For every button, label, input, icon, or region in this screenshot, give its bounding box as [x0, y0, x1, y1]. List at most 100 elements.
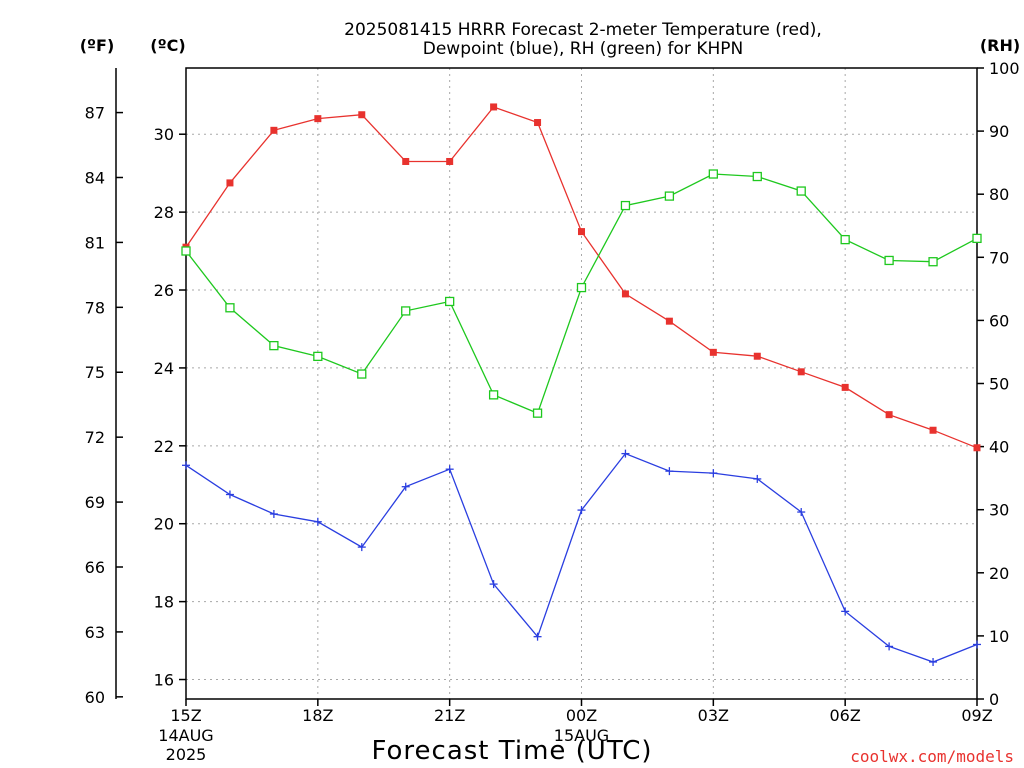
- dewpoint-point: [225, 490, 234, 499]
- dewpoint-point: [929, 657, 938, 666]
- dewpoint-point: [665, 467, 674, 476]
- celsius-tick-label: 24: [154, 359, 174, 378]
- x-tick-year-label: 2025: [166, 745, 207, 764]
- temperature-point: [446, 157, 454, 165]
- rh-tick-label: 60: [989, 311, 1009, 330]
- temperature-point: [841, 383, 849, 391]
- dewpoint-line: [185, 452, 978, 663]
- rh-tick-label: 20: [989, 564, 1009, 583]
- rh-tick-label: 10: [989, 627, 1009, 646]
- celsius-tick-label: 18: [154, 593, 174, 612]
- temperature-point: [621, 290, 629, 298]
- rh-unit-label: (RH): [980, 36, 1020, 55]
- rh-point: [313, 351, 323, 362]
- dewpoint-point: [533, 632, 542, 641]
- dewpoint-point: [445, 465, 454, 474]
- fahrenheit-tick-label: 69: [85, 493, 105, 512]
- rh-point: [840, 234, 850, 245]
- dewpoint-point: [885, 642, 894, 651]
- x-tick-label: 18Z: [302, 706, 333, 725]
- dewpoint-point: [182, 461, 190, 470]
- fahrenheit-unit-label: (ºF): [80, 36, 115, 55]
- dewpoint-series: [182, 449, 981, 666]
- rh-point: [357, 369, 367, 379]
- dewpoint-point: [753, 474, 762, 483]
- fahrenheit-tick-label: 66: [85, 558, 105, 577]
- dewpoint-point: [489, 580, 498, 589]
- x-tick-label: 00Z: [566, 706, 597, 725]
- dewpoint-point: [841, 607, 850, 616]
- rh-series: [181, 169, 982, 418]
- fahrenheit-tick-label: 63: [85, 623, 105, 642]
- rh-point: [708, 169, 718, 179]
- rh-point: [225, 303, 235, 313]
- fahrenheit-tick-label: 75: [85, 363, 105, 382]
- rh-point: [796, 186, 806, 196]
- rh-point: [620, 200, 631, 211]
- fahrenheit-tick-label: 72: [85, 428, 105, 447]
- dewpoint-point: [709, 469, 718, 478]
- rh-point: [181, 246, 191, 256]
- temperature-point: [929, 426, 937, 434]
- rh-tick-label: 100: [989, 59, 1020, 78]
- x-tick-label: 21Z: [434, 706, 465, 725]
- x-tick-label: 15Z: [170, 706, 201, 725]
- rh-point: [401, 306, 411, 316]
- rh-tick-label: 50: [989, 375, 1009, 394]
- rh-point: [752, 171, 762, 182]
- fahrenheit-tick-label: 60: [85, 688, 105, 707]
- rh-point: [445, 296, 455, 307]
- fahrenheit-tick-label: 87: [85, 104, 105, 123]
- celsius-tick-label: 30: [154, 125, 174, 144]
- temperature-point: [973, 444, 981, 452]
- rh-point: [928, 257, 938, 267]
- plot-frame: [185, 67, 978, 700]
- dewpoint-point: [577, 506, 586, 515]
- rh-line: [185, 173, 978, 415]
- temperature-point: [314, 115, 322, 123]
- rh-tick-label: 40: [989, 438, 1009, 457]
- rh-tick-label: 0: [989, 690, 999, 709]
- credit-text: coolwx.com/models: [850, 747, 1014, 766]
- temperature-point: [797, 368, 805, 376]
- dewpoint-point: [797, 508, 806, 517]
- celsius-tick-label: 16: [154, 671, 174, 690]
- temperature-point: [402, 157, 410, 165]
- celsius-tick-label: 26: [154, 281, 174, 300]
- x-tick-label: 09Z: [961, 706, 992, 725]
- rh-point: [664, 191, 675, 201]
- grid-lines: [186, 68, 977, 699]
- celsius-tick-label: 28: [154, 203, 174, 222]
- temperature-series: [182, 103, 981, 452]
- fahrenheit-tick-label: 78: [85, 298, 105, 317]
- temperature-point: [358, 111, 366, 119]
- celsius-unit-label: (ºC): [150, 36, 185, 55]
- dewpoint-point: [973, 640, 981, 649]
- temperature-point: [578, 228, 585, 236]
- x-tick-label: 03Z: [698, 706, 729, 725]
- rh-tick-label: 80: [989, 185, 1009, 204]
- dewpoint-point: [269, 509, 278, 518]
- celsius-tick-label: 22: [154, 437, 174, 456]
- temperature-point: [885, 411, 893, 419]
- dewpoint-point: [401, 482, 410, 491]
- temperature-point: [490, 103, 498, 111]
- temperature-point: [753, 352, 761, 360]
- rh-tick-label: 70: [989, 248, 1009, 267]
- chart-title-line2: Dewpoint (blue), RH (green) for KHPN: [423, 39, 743, 59]
- temperature-point: [709, 348, 717, 356]
- fahrenheit-tick-label: 84: [85, 168, 105, 187]
- x-axis-label: Forecast Time (UTC): [371, 736, 652, 766]
- dewpoint-point: [357, 543, 366, 552]
- chart-title-line1: 2025081415 HRRR Forecast 2-meter Tempera…: [344, 20, 822, 40]
- celsius-tick-label: 20: [154, 515, 174, 534]
- temperature-point: [270, 126, 278, 134]
- fahrenheit-tick-label: 81: [85, 233, 105, 252]
- rh-point: [884, 255, 894, 266]
- temperature-point: [534, 119, 542, 127]
- rh-point: [488, 390, 499, 400]
- rh-point: [269, 340, 279, 351]
- data-series: [181, 103, 982, 666]
- dewpoint-point: [621, 449, 630, 458]
